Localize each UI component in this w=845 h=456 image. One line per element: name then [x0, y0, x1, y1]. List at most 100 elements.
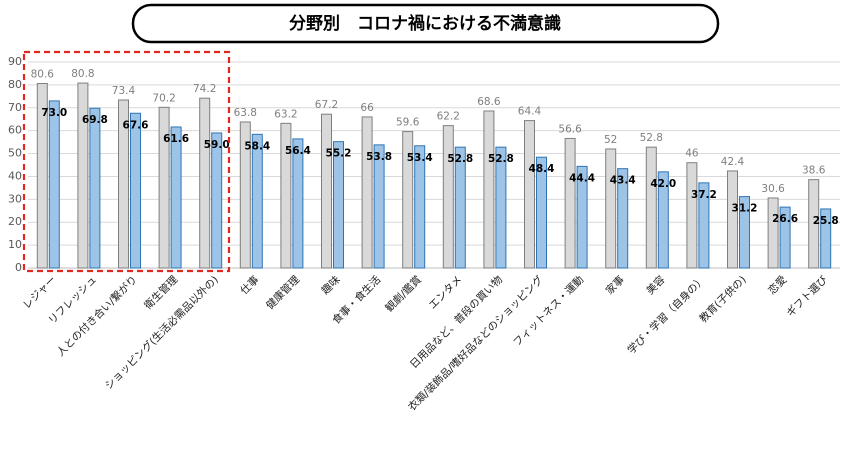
- value-label: 58.4: [244, 140, 270, 152]
- bar: [158, 106, 170, 269]
- bar: [442, 125, 454, 269]
- y-tick-label: 10: [8, 238, 22, 251]
- bar: [605, 148, 617, 269]
- value-label: 63.8: [234, 107, 257, 119]
- bar: [361, 116, 373, 269]
- y-tick-label: 20: [8, 215, 22, 228]
- x-tick-label: 家事: [603, 273, 627, 297]
- x-tick-label: レジャー: [21, 274, 59, 312]
- chart-title: 分野別 コロナ禍における不満意識: [289, 13, 561, 34]
- value-label: 69.8: [82, 114, 108, 126]
- bar: [767, 197, 779, 269]
- value-label: 53.8: [366, 151, 392, 163]
- value-label: 26.6: [772, 213, 798, 225]
- bar: [77, 82, 89, 269]
- x-tick-label: エンタメ: [427, 274, 465, 312]
- value-label: 63.2: [274, 108, 297, 120]
- bar: [576, 165, 588, 269]
- x-tick-label: 衛生管理: [141, 273, 180, 312]
- value-label: 38.6: [802, 165, 826, 177]
- x-tick-label: 観劇/鑑賞: [383, 273, 424, 314]
- value-label: 56.4: [285, 145, 311, 157]
- bar: [292, 138, 304, 269]
- value-label: 52.8: [640, 132, 663, 144]
- bar: [373, 144, 385, 269]
- y-tick-label: 30: [8, 192, 22, 205]
- value-label: 53.4: [407, 152, 433, 164]
- value-label: 64.4: [518, 106, 542, 118]
- value-label: 43.4: [610, 175, 636, 187]
- value-label: 46: [685, 148, 699, 160]
- y-tick-label: 90: [8, 55, 22, 68]
- value-label: 59.6: [396, 117, 420, 129]
- bar: [36, 83, 48, 269]
- x-tick-label: 学び・学習（自身の）: [625, 273, 708, 356]
- value-label: 80.6: [31, 69, 55, 81]
- bar: [402, 131, 414, 269]
- x-tick-label: 美容: [644, 273, 668, 297]
- y-tick-label: 60: [8, 124, 22, 137]
- value-label: 30.6: [761, 183, 785, 195]
- value-label: 48.4: [529, 163, 555, 175]
- value-label: 31.2: [732, 203, 758, 215]
- value-label: 59.0: [204, 139, 230, 151]
- x-tick-label: ギフト選び: [784, 273, 831, 320]
- value-label: 55.2: [326, 148, 352, 160]
- value-label: 25.8: [813, 215, 839, 227]
- value-label: 44.4: [569, 172, 595, 184]
- x-tick-label: フィットネス・運動: [510, 273, 586, 349]
- bar: [48, 100, 60, 269]
- bar: [211, 132, 223, 269]
- bar: [564, 137, 576, 269]
- y-tick-label: 80: [8, 78, 22, 91]
- value-label: 68.6: [477, 96, 501, 108]
- bar: [495, 146, 507, 269]
- bar: [321, 113, 332, 269]
- value-label: 73.0: [41, 107, 67, 119]
- bar: [251, 133, 263, 269]
- bar: [239, 121, 251, 269]
- bar: [808, 179, 820, 269]
- bar: [333, 141, 344, 269]
- bar: [89, 107, 101, 269]
- bar: [657, 171, 669, 269]
- value-label: 42.0: [650, 178, 676, 190]
- value-label: 67.2: [315, 99, 338, 111]
- value-label: 80.8: [71, 68, 94, 80]
- value-label: 73.4: [112, 85, 136, 97]
- x-tick-label: 人との付き合い/繋がり: [54, 273, 140, 359]
- bar: [280, 122, 292, 269]
- x-tick-label: 恋愛: [765, 273, 789, 297]
- bar: [118, 99, 129, 269]
- value-label: 66: [360, 102, 374, 114]
- y-tick-label: 50: [8, 147, 22, 160]
- value-label: 37.2: [691, 189, 717, 201]
- bar: [130, 112, 141, 269]
- value-label: 62.2: [437, 111, 460, 123]
- x-tick-label: 健康管理: [263, 273, 302, 312]
- bar: [645, 146, 657, 269]
- bar: [199, 97, 211, 269]
- y-tick-label: 70: [8, 101, 22, 114]
- value-label: 61.6: [163, 133, 189, 145]
- bar: [524, 120, 535, 269]
- x-tick-label: 仕事: [238, 273, 262, 297]
- bar: [779, 206, 791, 269]
- bar: [686, 162, 698, 269]
- value-label: 42.4: [721, 156, 745, 168]
- title-frame: [131, 3, 720, 44]
- bar: [454, 146, 466, 269]
- y-tick-label: 0: [15, 261, 22, 274]
- value-label: 70.2: [152, 92, 175, 104]
- value-label: 67.6: [123, 119, 149, 131]
- value-label: 74.2: [193, 83, 216, 95]
- bar: [739, 196, 750, 269]
- x-tick-label: 趣味: [319, 273, 343, 297]
- value-label: 52.8: [447, 153, 473, 165]
- value-label: 52: [604, 134, 617, 146]
- y-tick-label: 40: [8, 169, 22, 182]
- bar: [483, 110, 495, 269]
- bar: [536, 156, 547, 269]
- value-label: 52.8: [488, 153, 514, 165]
- bar: [820, 208, 832, 269]
